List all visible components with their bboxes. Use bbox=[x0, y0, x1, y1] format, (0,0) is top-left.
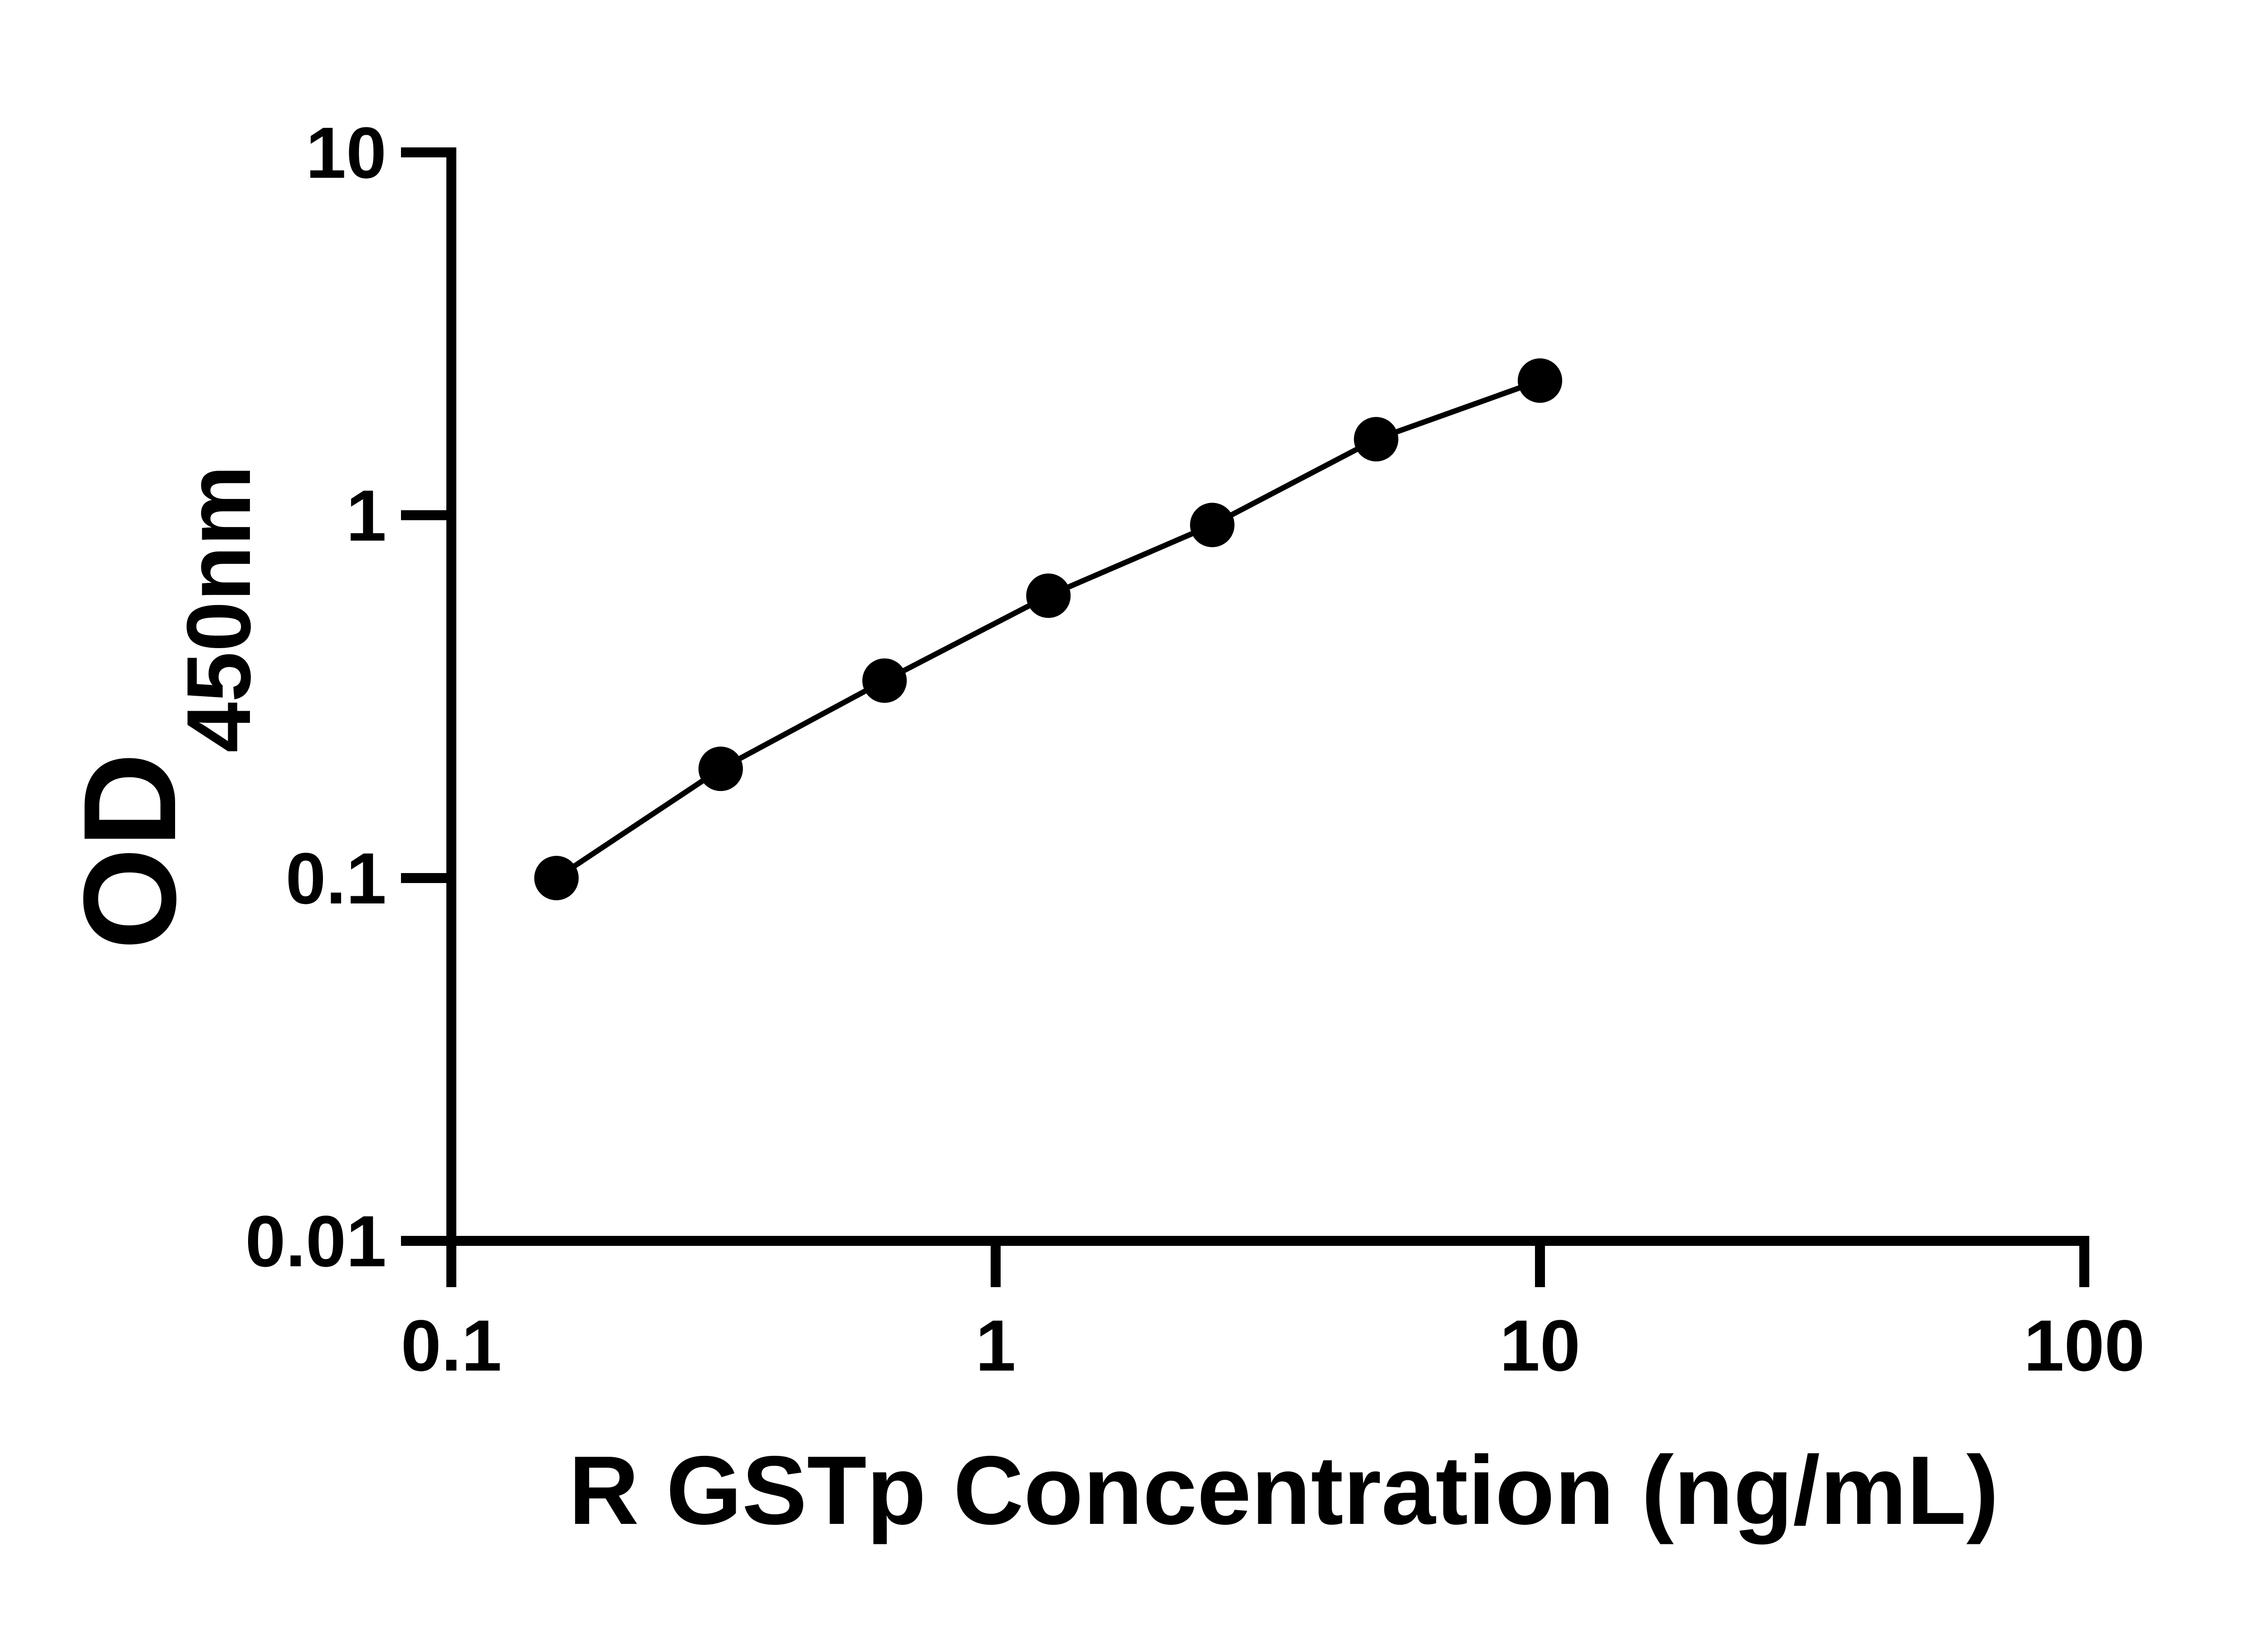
standard-curve-line bbox=[555, 378, 1541, 880]
data-point bbox=[534, 856, 579, 900]
data-series bbox=[534, 358, 1562, 900]
y-axis-title-main: OD bbox=[56, 752, 203, 950]
y-axis-title-subscript: 450nm bbox=[168, 465, 269, 753]
data-point bbox=[698, 747, 743, 791]
y-tick-label: 1 bbox=[346, 475, 386, 556]
x-axis-ticks: 0.1 1 10 100 bbox=[401, 1241, 2145, 1386]
data-point bbox=[1190, 503, 1235, 547]
y-tick-label: 0.1 bbox=[286, 838, 386, 919]
y-axis-ticks: 10 1 0.1 0.01 bbox=[245, 112, 452, 1282]
x-tick-label: 0.1 bbox=[401, 1305, 502, 1386]
data-point bbox=[1518, 358, 1562, 403]
x-tick-label: 10 bbox=[1500, 1305, 1580, 1386]
x-tick-label: 1 bbox=[976, 1305, 1016, 1386]
data-point bbox=[1354, 417, 1398, 462]
y-tick-label: 0.01 bbox=[245, 1201, 386, 1282]
x-tick-label: 100 bbox=[2024, 1305, 2145, 1386]
data-point bbox=[1026, 573, 1071, 618]
y-tick-label: 10 bbox=[306, 112, 386, 193]
y-axis-title: OD450nm bbox=[56, 465, 269, 950]
data-point bbox=[862, 658, 907, 703]
axes bbox=[446, 147, 2089, 1246]
x-axis-title: R GSTp Concentration (ng/mL) bbox=[568, 1435, 1999, 1545]
